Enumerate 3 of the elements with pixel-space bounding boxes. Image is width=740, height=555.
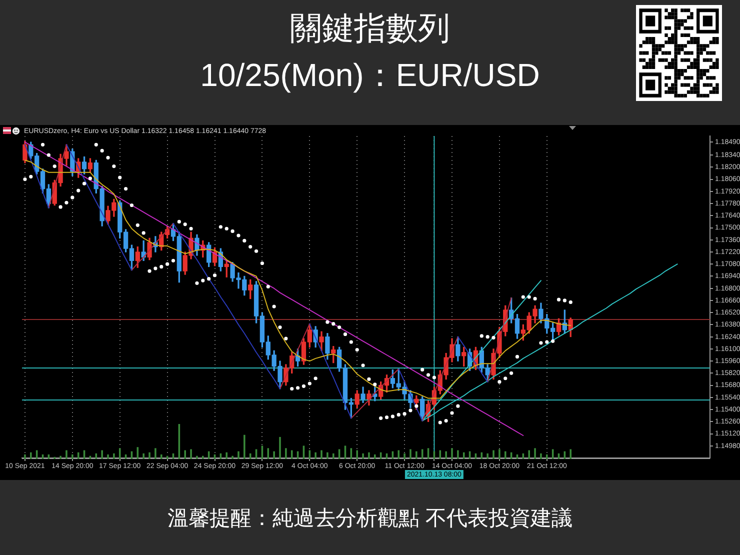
chart-subtitle: 10/25(Mon)：EUR/USD bbox=[199, 56, 541, 95]
chart-title: 關鍵指數列 bbox=[289, 9, 451, 48]
text: 溫馨提醒：純過去分析觀點 不代表投資建議 bbox=[166, 506, 574, 532]
